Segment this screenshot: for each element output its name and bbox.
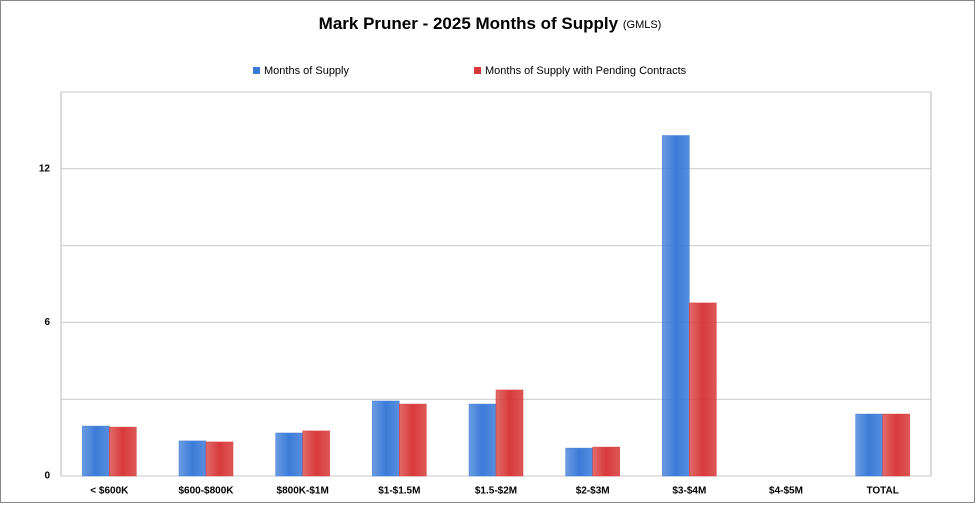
bar: [109, 426, 137, 477]
bar: [275, 432, 303, 477]
title-main: Mark Pruner - 2025 Months of Supply: [319, 14, 619, 33]
y-tick-label: 0: [44, 471, 50, 482]
bar: [495, 389, 524, 477]
legend-label: Months of Supply: [264, 65, 349, 77]
x-tick-label: TOTAL: [866, 486, 898, 497]
x-tick-label: $2-$3M: [576, 486, 610, 497]
bar: [855, 413, 883, 477]
bar: [592, 446, 620, 477]
x-tick-label: $800K-$1M: [277, 486, 329, 497]
bar: [689, 302, 717, 477]
x-tick-label: < $600K: [90, 486, 129, 497]
legend-label: Months of Supply with Pending Contracts: [485, 65, 687, 77]
y-tick-label: 6: [44, 317, 50, 328]
x-tick-label: $1.5-$2M: [475, 486, 517, 497]
bar: [662, 135, 690, 477]
legend-swatch: [474, 67, 481, 74]
bar: [205, 441, 234, 477]
bar: [565, 447, 593, 477]
bar: [372, 400, 400, 477]
x-tick-label: $4-$5M: [769, 486, 803, 497]
bar: [178, 440, 207, 477]
chart-title: Mark Pruner - 2025 Months of Supply (GML…: [319, 14, 662, 33]
bar: [82, 425, 110, 477]
bar: [882, 413, 910, 477]
x-tick-label: $600-$800K: [178, 486, 234, 497]
bar: [399, 403, 427, 477]
legend-swatch: [253, 67, 260, 74]
bar: [302, 430, 330, 477]
y-tick-label: 12: [39, 163, 51, 174]
title-note: (GMLS): [623, 19, 662, 31]
x-tick-label: $1-$1.5M: [378, 486, 420, 497]
x-tick-label: $3-$4M: [672, 486, 706, 497]
bar: [468, 403, 497, 477]
